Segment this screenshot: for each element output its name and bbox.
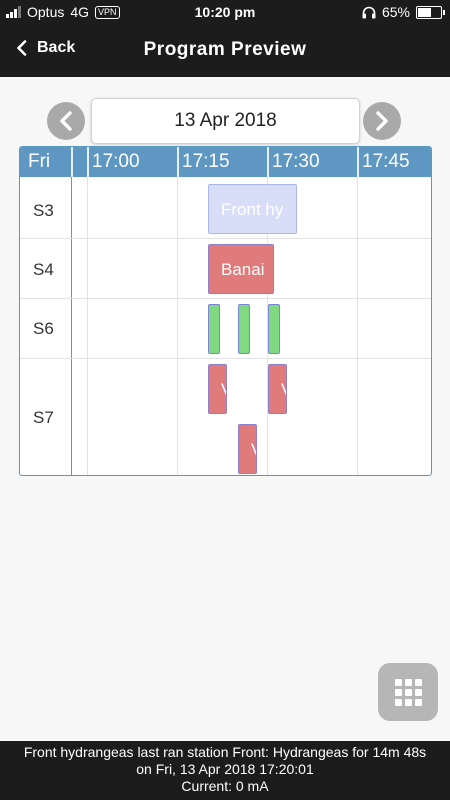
grid-line <box>177 177 178 475</box>
network-label: 4G <box>70 4 90 20</box>
program-block[interactable]: V <box>268 364 287 414</box>
current-reading: Current: 0 mA <box>181 778 269 794</box>
header-divider <box>357 147 359 177</box>
grid-menu-icon <box>394 678 422 706</box>
battery-percent: 65% <box>381 4 410 20</box>
next-day-button[interactable] <box>363 102 401 140</box>
carrier-label: Optus <box>27 4 65 20</box>
time-label-1715: 17:15 <box>182 151 230 172</box>
time-label-1730: 17:30 <box>272 151 320 172</box>
grid-line <box>87 177 88 475</box>
station-label-s6: S6 <box>33 319 54 338</box>
program-block-label: Front hy <box>221 200 284 219</box>
chevron-left-circle-icon <box>60 111 72 131</box>
grid-header: Fri 17:00 17:15 17:30 17:45 <box>20 147 431 177</box>
page-title: Program Preview <box>143 39 307 60</box>
header-divider <box>267 147 269 177</box>
grid-line <box>357 177 358 475</box>
header-divider <box>87 147 89 177</box>
last-run-date: on Fri, 13 Apr 2018 17:20:01 <box>136 761 314 777</box>
station-label-s7: S7 <box>33 408 54 427</box>
header-divider <box>71 147 73 177</box>
grid-line <box>267 177 268 475</box>
vpn-badge: VPN <box>95 5 120 19</box>
day-label: Fri <box>28 151 51 172</box>
program-block[interactable] <box>238 304 250 354</box>
status-left: Optus 4G VPN <box>6 4 120 20</box>
row-divider <box>20 238 431 239</box>
menu-button[interactable] <box>378 663 438 721</box>
station-label-s4: S4 <box>33 260 54 279</box>
header-divider <box>177 147 179 177</box>
status-time: 10:20 pm <box>194 4 256 20</box>
program-block-label: V <box>251 440 256 460</box>
battery-fill <box>418 7 431 17</box>
time-label-1700: 17:00 <box>92 151 140 172</box>
time-label-1745: 17:45 <box>362 151 410 172</box>
prev-day-button[interactable] <box>47 102 85 140</box>
signal-icon <box>6 6 21 18</box>
last-run-text: Front hydrangeas last ran station Front:… <box>23 744 427 760</box>
program-block[interactable]: V <box>208 364 227 414</box>
status-bar: Optus 4G VPN 10:20 pm 65% <box>0 0 450 24</box>
app-header: Back Program Preview <box>0 24 450 77</box>
program-block[interactable] <box>268 304 280 354</box>
program-block-label: V <box>281 380 286 400</box>
headphones-icon <box>362 6 376 18</box>
station-label-s3: S3 <box>33 201 54 220</box>
back-label: Back <box>37 39 76 56</box>
chevron-right-circle-icon <box>376 111 388 131</box>
program-block-label: V <box>221 380 226 400</box>
program-block[interactable] <box>208 304 220 354</box>
status-right: 65% <box>362 4 445 20</box>
day-divider-line <box>71 177 72 475</box>
schedule-grid: Fri 17:00 17:15 17:30 17:45 S3 S4 S6 S7 … <box>19 146 432 476</box>
row-divider <box>20 358 431 359</box>
back-button[interactable]: Back <box>16 39 75 57</box>
row-divider <box>20 298 431 299</box>
program-block[interactable]: Banai <box>208 244 274 294</box>
battery-icon <box>416 5 445 19</box>
chevron-left-icon <box>17 40 27 56</box>
program-block[interactable]: Front hy <box>208 184 297 234</box>
status-footer: Front hydrangeas last ran station Front:… <box>0 741 450 800</box>
date-display[interactable]: 13 Apr 2018 <box>91 98 360 144</box>
program-block-label: Banai <box>221 260 265 279</box>
program-block[interactable]: V <box>238 424 257 474</box>
